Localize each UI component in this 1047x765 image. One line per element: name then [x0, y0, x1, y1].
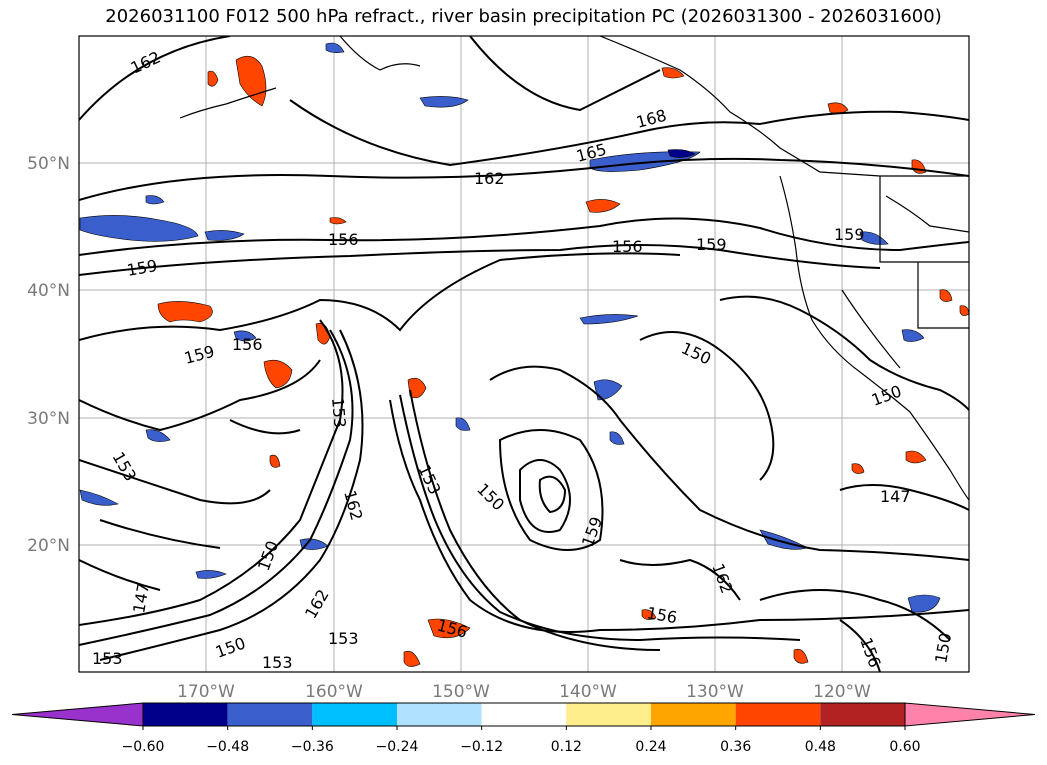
- contour-label: 153: [262, 653, 293, 672]
- colorbar-tick-label: −0.12: [460, 739, 503, 755]
- lon-label-120w: 120°W: [813, 682, 871, 702]
- colorbar-tick-label: 0.12: [551, 739, 582, 755]
- map-panel: [79, 36, 969, 672]
- colorbar-segment: [735, 703, 821, 726]
- contour-label: 156: [328, 230, 359, 249]
- coastlines: [179, 36, 969, 501]
- contour-label: 153: [328, 397, 350, 429]
- lon-label-130w: 130°W: [686, 682, 744, 702]
- colorbar-outline: [142, 702, 906, 727]
- colorbar-tick-label: 0.48: [805, 739, 836, 755]
- lat-label-50n: 50°N: [27, 154, 70, 174]
- colorbar-tick-label: −0.24: [376, 739, 419, 755]
- lon-label-170w: 170°W: [177, 682, 235, 702]
- colorbar-tick-label: −0.36: [291, 739, 334, 755]
- graticule: [79, 36, 969, 672]
- colorbar-segment: [397, 703, 482, 726]
- map-title: 2026031100 F012 500 hPa refract., river …: [105, 6, 942, 27]
- lat-label-40n: 40°N: [27, 281, 70, 301]
- colorbar-segment: [143, 703, 228, 726]
- lat-label-20n: 20°N: [27, 536, 70, 556]
- colorbar-tick-label: 0.60: [889, 739, 920, 755]
- colorbar-ticks: −0.60 −0.48 −0.36 −0.24 −0.12 0.12 0.24 0.36 0.4…: [122, 726, 921, 755]
- contour-label: 159: [834, 225, 865, 244]
- contour-label: 162: [474, 169, 505, 188]
- colorbar-extend-high: [904, 702, 1036, 727]
- colorbar-tick-label: 0.24: [635, 739, 666, 755]
- colorbar-segment: [651, 703, 736, 726]
- lon-label-160w: 160°W: [305, 682, 363, 702]
- colorbar-segment: [481, 703, 567, 726]
- lat-label-30n: 30°N: [27, 409, 70, 429]
- contour-label: 153: [92, 649, 123, 668]
- colorbar-tick-label: 0.36: [720, 739, 751, 755]
- colorbar-segment: [820, 703, 905, 726]
- contour-label: 147: [880, 487, 911, 506]
- refractivity-contours: [79, 36, 969, 672]
- contour-label: 153: [328, 629, 359, 648]
- latitude-labels: 50°N 40°N 30°N 20°N: [27, 154, 70, 556]
- colorbar-extend-low: [11, 702, 144, 727]
- colorbar-segment: [312, 703, 397, 726]
- colorbar-tick-label: −0.48: [206, 739, 249, 755]
- contour-labels: 162 168 165 162 156 156 159 159 159 156 …: [92, 47, 955, 672]
- colorbar-tick-label: −0.60: [122, 739, 165, 755]
- contour-label: 156: [232, 335, 263, 354]
- lon-label-150w: 150°W: [432, 682, 490, 702]
- colorbar-segment: [566, 703, 651, 726]
- lon-label-140w: 140°W: [559, 682, 617, 702]
- colorbar-segment: [227, 703, 313, 726]
- colorbar: [11, 702, 1036, 727]
- contour-label: 156: [612, 237, 643, 256]
- map-frame: [78, 35, 970, 673]
- longitude-labels: 170°W 160°W 150°W 140°W 130°W 120°W: [177, 682, 871, 702]
- contour-label: 159: [696, 235, 727, 254]
